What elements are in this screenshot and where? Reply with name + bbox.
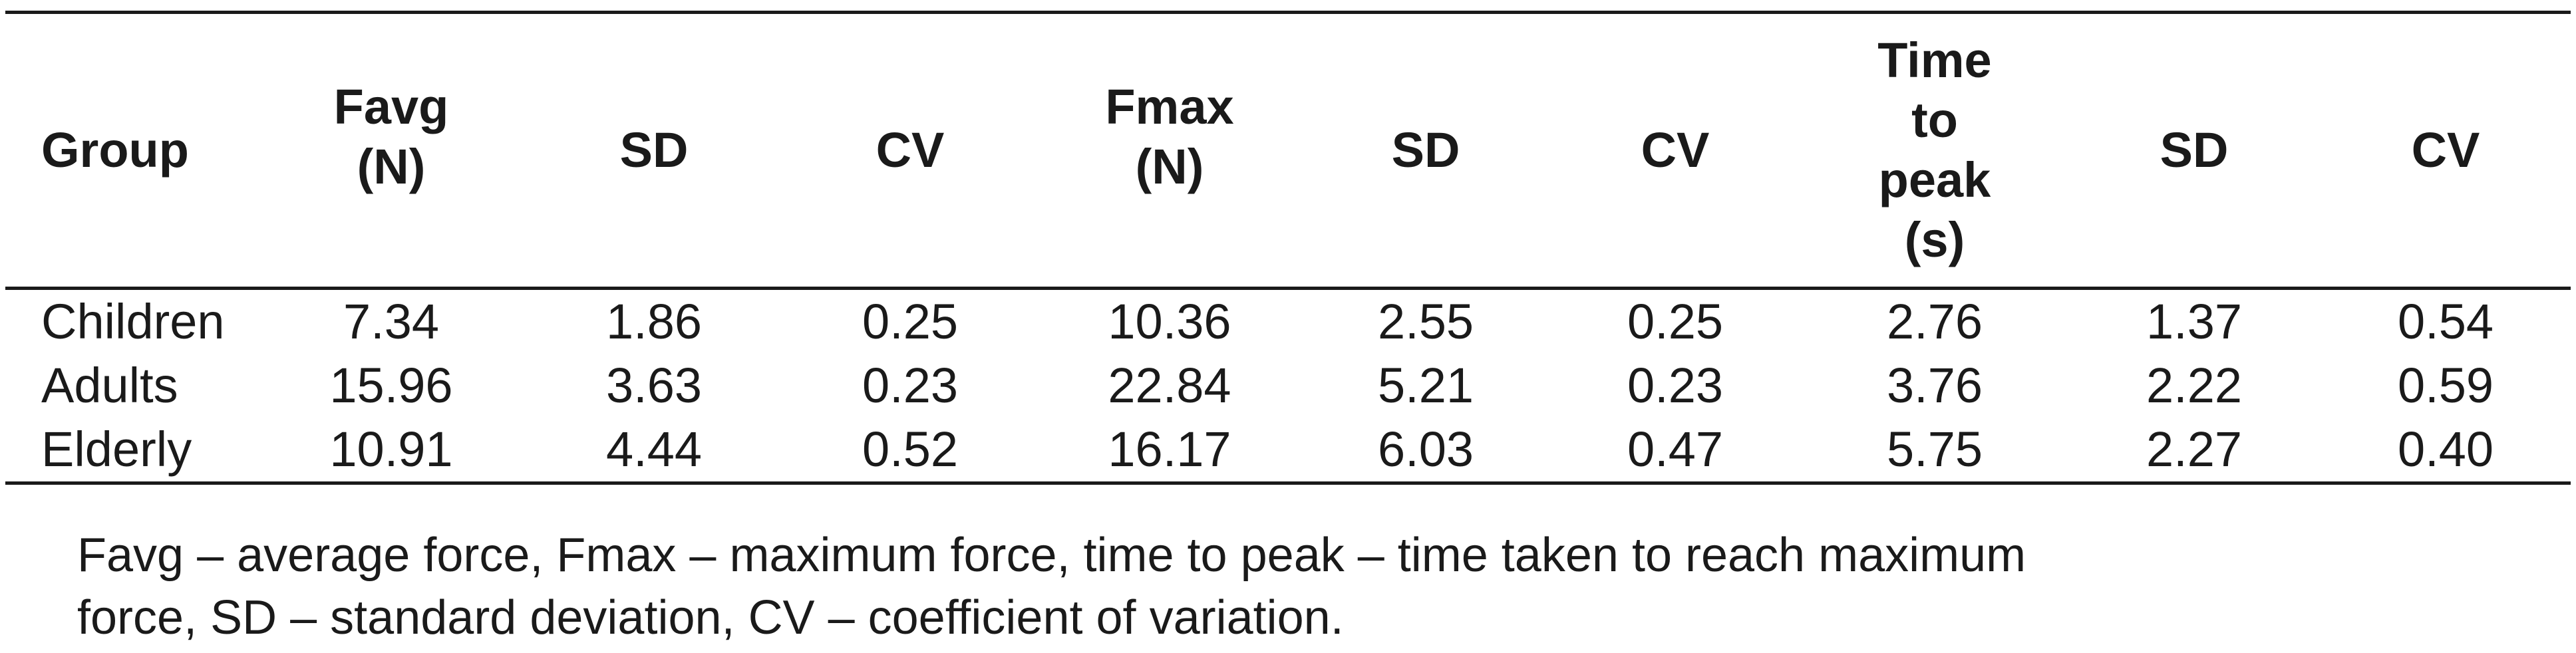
header-cv-3-label: CV xyxy=(2411,122,2480,178)
cell-sd: 1.37 xyxy=(2146,294,2243,349)
header-time-to-peak-line1: Time xyxy=(1877,33,1992,88)
cell-group: Adults xyxy=(41,358,178,413)
header-fmax: Fmax (N) xyxy=(1037,13,1303,289)
cell-sd: 2.27 xyxy=(2146,422,2243,477)
data-table-container: Group Favg (N) SD CV Fmax (N) SD xyxy=(5,11,2571,485)
cell-cv: 0.59 xyxy=(2397,358,2494,413)
table-footnote: Favg – average force, Fmax – maximum for… xyxy=(77,524,2472,649)
header-time-to-peak-line3: peak xyxy=(1878,152,1991,207)
cell-cv: 0.23 xyxy=(862,358,959,413)
cell-time-to-peak: 3.76 xyxy=(1886,358,1983,413)
header-group: Group xyxy=(5,13,258,289)
header-sd-1-label: SD xyxy=(619,122,689,178)
cell-cv: 0.25 xyxy=(1627,294,1724,349)
cell-fmax: 22.84 xyxy=(1108,358,1231,413)
cell-cv: 0.47 xyxy=(1627,422,1724,477)
header-cv-1: CV xyxy=(784,13,1037,289)
cell-group: Elderly xyxy=(41,422,192,477)
cell-sd: 1.86 xyxy=(605,294,703,349)
cell-time-to-peak: 5.75 xyxy=(1886,422,1983,477)
header-favg-line2: (N) xyxy=(357,139,426,194)
header-fmax-line2: (N) xyxy=(1135,139,1204,194)
cell-fmax: 16.17 xyxy=(1108,422,1231,477)
header-group-label: Group xyxy=(41,122,189,178)
cell-sd: 4.44 xyxy=(605,422,703,477)
table-row: Elderly 10.91 4.44 0.52 16.17 6.03 0.47 … xyxy=(5,418,2571,483)
header-sd-2-label: SD xyxy=(1391,122,1460,178)
cell-cv: 0.23 xyxy=(1627,358,1724,413)
header-time-to-peak: Time to peak (s) xyxy=(1802,13,2068,289)
cell-cv: 0.52 xyxy=(862,422,959,477)
table-header-row: Group Favg (N) SD CV Fmax (N) SD xyxy=(5,12,2571,289)
header-time-to-peak-line2: to xyxy=(1911,92,1958,148)
header-cv-1-label: CV xyxy=(876,122,945,178)
cell-cv: 0.40 xyxy=(2397,422,2494,477)
cell-sd: 2.22 xyxy=(2146,358,2243,413)
cell-cv: 0.25 xyxy=(862,294,959,349)
cell-favg: 15.96 xyxy=(329,358,453,413)
footnote-line-2: force, SD – standard deviation, CV – coe… xyxy=(77,591,1344,644)
table-row: Children 7.34 1.86 0.25 10.36 2.55 0.25 … xyxy=(5,289,2571,354)
cell-fmax: 10.36 xyxy=(1108,294,1231,349)
cell-favg: 7.34 xyxy=(343,294,440,349)
header-sd-1: SD xyxy=(524,13,784,289)
header-sd-3: SD xyxy=(2068,13,2321,289)
header-favg-line1: Favg xyxy=(333,79,449,134)
table-row: Adults 15.96 3.63 0.23 22.84 5.21 0.23 3… xyxy=(5,354,2571,418)
header-cv-2: CV xyxy=(1549,13,1802,289)
header-cv-3: CV xyxy=(2321,13,2571,289)
footnote-line-1: Favg – average force, Fmax – maximum for… xyxy=(77,529,2026,582)
header-time-to-peak-line4: (s) xyxy=(1904,212,1965,267)
header-cv-2-label: CV xyxy=(1641,122,1710,178)
cell-favg: 10.91 xyxy=(329,422,453,477)
header-sd-3-label: SD xyxy=(2160,122,2229,178)
force-results-table: Group Favg (N) SD CV Fmax (N) SD xyxy=(5,11,2571,485)
cell-sd: 6.03 xyxy=(1377,422,1474,477)
cell-group: Children xyxy=(41,294,225,349)
cell-cv: 0.54 xyxy=(2397,294,2494,349)
header-fmax-line1: Fmax xyxy=(1105,79,1234,134)
cell-sd: 3.63 xyxy=(605,358,703,413)
cell-sd: 2.55 xyxy=(1377,294,1474,349)
cell-time-to-peak: 2.76 xyxy=(1886,294,1983,349)
header-sd-2: SD xyxy=(1303,13,1549,289)
cell-sd: 5.21 xyxy=(1377,358,1474,413)
header-favg: Favg (N) xyxy=(258,13,524,289)
